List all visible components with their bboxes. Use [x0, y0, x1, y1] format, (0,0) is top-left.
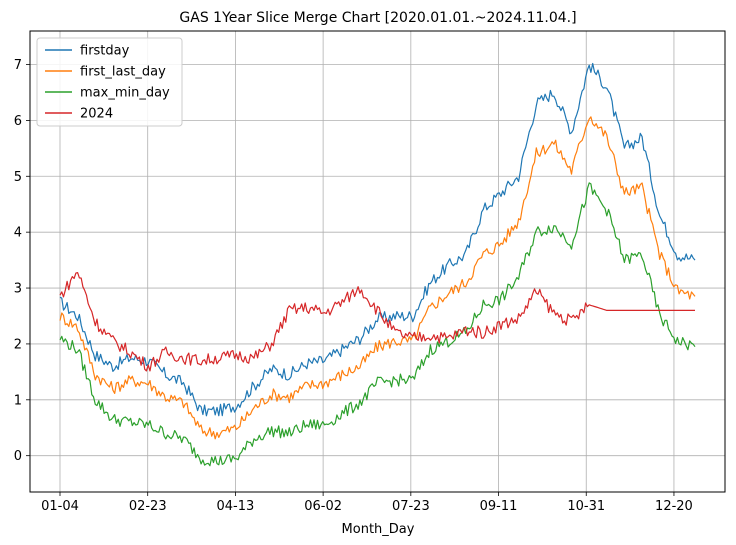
x-tick-label: 06-02 — [304, 499, 342, 514]
series-line-firstday — [59, 62, 696, 417]
legend-label-2024: 2024 — [80, 107, 113, 122]
x-tick-label: 12-20 — [655, 499, 693, 514]
series-line-2024 — [59, 272, 695, 372]
legend-box — [36, 37, 183, 127]
y-tick-label: 4 — [14, 226, 22, 241]
y-tick-label: 7 — [14, 58, 22, 73]
series-line-max_min_day — [59, 182, 696, 467]
plot-frame — [29, 30, 726, 493]
legend-label-max_min_day: max_min_day — [80, 86, 170, 101]
series-layer — [59, 62, 696, 467]
y-tick-label: 6 — [14, 114, 22, 129]
legend-label-firstday: firstday — [80, 44, 130, 59]
x-tick-label: 10-31 — [567, 499, 605, 514]
y-tick-label: 0 — [14, 449, 22, 464]
y-tick-label: 5 — [14, 170, 22, 185]
x-tick-label: 02-23 — [129, 499, 167, 514]
ticks-layer: 0 1 2 3 4 5 6 7 01-04 02-23 04-13 06-02 07-23 09-11 10… — [14, 58, 693, 514]
x-axis-label: Month_Day — [342, 522, 415, 537]
y-tick-label: 1 — [14, 393, 22, 408]
x-tick-label: 09-11 — [480, 499, 518, 514]
chart-title: GAS 1Year Slice Merge Chart [2020.01.01.… — [179, 10, 576, 26]
y-tick-label: 2 — [14, 337, 22, 352]
series-line-first_last_day — [59, 116, 696, 440]
y-tick-label: 3 — [14, 282, 22, 297]
x-tick-label: 01-04 — [41, 499, 79, 514]
legend-label-first_last_day: first_last_day — [80, 65, 166, 80]
x-tick-label: 04-13 — [217, 499, 255, 514]
x-tick-label: 07-23 — [392, 499, 430, 514]
legend: firstday first_last_day max_min_day 2024 — [36, 37, 183, 127]
